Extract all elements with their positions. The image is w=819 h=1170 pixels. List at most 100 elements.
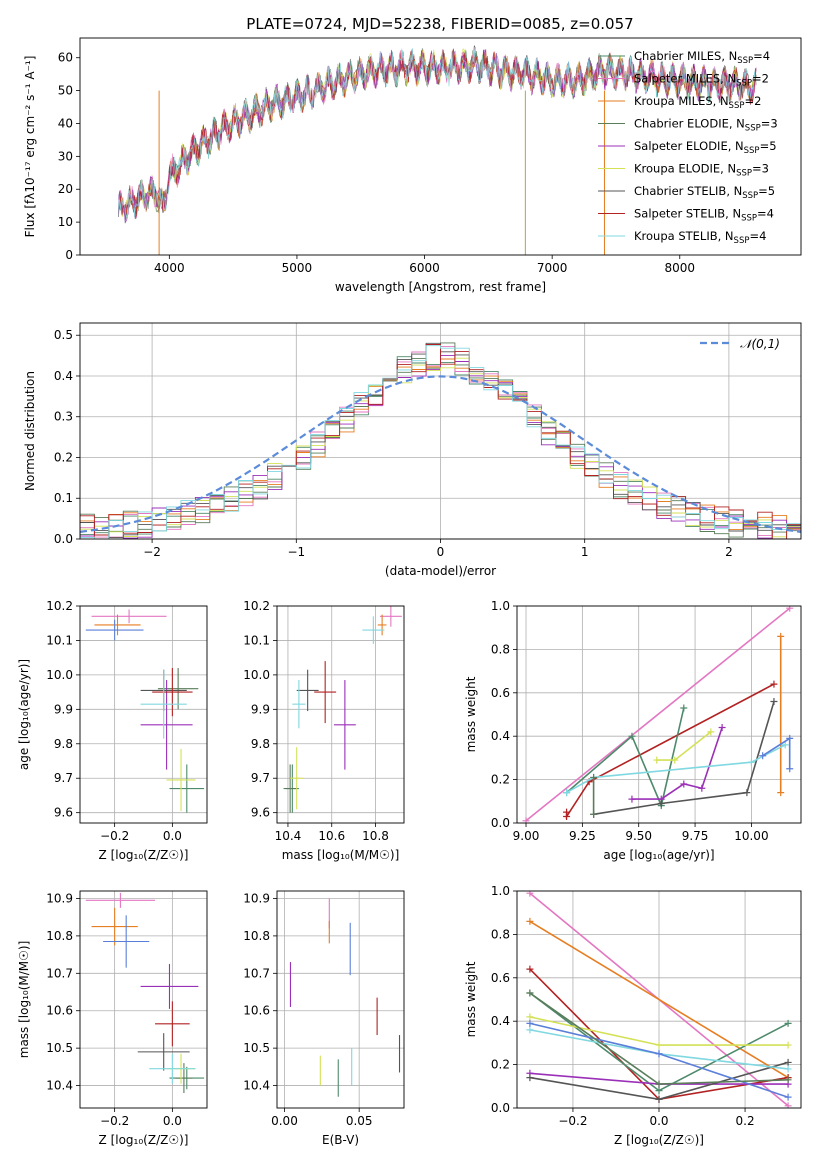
legend-count: =3 — [761, 117, 778, 131]
axes-frame — [79, 37, 802, 256]
y-tick-label: 10.8 — [243, 929, 270, 943]
weight-marker — [784, 1102, 792, 1108]
weight-marker — [590, 810, 598, 818]
weight-marker — [526, 965, 534, 973]
x-tick-label: 0.2 — [736, 1114, 755, 1128]
y-tick-label: 40 — [58, 116, 73, 130]
y-tick-label: 10.5 — [46, 1041, 73, 1055]
axes-frame — [276, 605, 405, 824]
weight-lines — [526, 891, 792, 1108]
x-tick-label: 0.0 — [649, 1114, 668, 1128]
x-tick-label: 9.00 — [513, 829, 540, 843]
weight-marker — [698, 784, 706, 792]
x-axis-label: mass [log₁₀(M/M☉)] — [282, 848, 400, 862]
legend-label: Salpeter MILES, NSSP=2 — [634, 72, 769, 89]
x-tick-label: 8000 — [664, 261, 695, 275]
weight-marker — [671, 756, 679, 764]
x-axis-label: Z [log₁₀(Z/Z☉)] — [99, 1133, 189, 1147]
normal-curve — [80, 375, 801, 533]
y-tick-label: 0.3 — [54, 410, 73, 424]
x-tick-label: −0.2 — [100, 1114, 129, 1128]
weight-marker — [770, 680, 778, 688]
x-tick-label: 9.25 — [569, 829, 596, 843]
weight-line — [566, 744, 786, 794]
y-tick-label: 60 — [58, 51, 73, 65]
x-tick-label: −2 — [143, 545, 161, 559]
y-axis-label: age [log₁₀(age/yr)] — [17, 659, 31, 770]
x-tick-label: 10.8 — [362, 829, 389, 843]
x-tick-label: 4000 — [154, 261, 185, 275]
y-tick-label: 0.2 — [54, 450, 73, 464]
weight-marker — [781, 741, 789, 749]
age-vs-metallicity-panel: −0.2 0.0 9.6 9.7 9.8 9.9 10.0 10.1 10.2 Z [log₁₀(… — [17, 599, 208, 862]
legend-count: =4 — [757, 207, 774, 221]
x-tick-label: 9.50 — [625, 829, 652, 843]
weight-marker — [786, 765, 794, 773]
legend-name: Salpeter STELIB, N — [634, 207, 741, 221]
weight-marker — [784, 1019, 792, 1027]
y-tick-label: 0.2 — [491, 773, 510, 787]
y-tick-label: 9.8 — [251, 737, 270, 751]
legend-subscript: SSP — [734, 236, 750, 246]
weight-marker — [784, 1041, 792, 1049]
y-tick-label: 0.0 — [491, 816, 510, 830]
weight-marker — [563, 812, 571, 820]
y-tick-label: 0.6 — [491, 971, 510, 985]
errorbars — [85, 609, 205, 813]
weight-marker — [653, 756, 661, 764]
legend-label: Chabrier ELODIE, NSSP=3 — [634, 117, 778, 134]
legend-name: Kroupa STELIB, N — [634, 229, 734, 243]
legend-count: =5 — [760, 139, 777, 153]
y-tick-label: 0.5 — [54, 328, 73, 342]
weight-marker — [784, 1093, 792, 1101]
weight-marker — [655, 1080, 663, 1088]
histogram-series — [80, 344, 801, 539]
weight-marker — [718, 724, 726, 732]
mass-weight-vs-age-panel: 9.00 9.25 9.50 9.75 10.00 0.0 0.2 0.4 0.6 0.8 1.0 a… — [464, 599, 802, 862]
x-tick-label: 2 — [725, 545, 733, 559]
y-tick-label: 9.7 — [54, 771, 73, 785]
weight-marker — [680, 704, 688, 712]
x-tick-label: 0.05 — [346, 1114, 373, 1128]
legend-count: =2 — [744, 94, 761, 108]
weight-marker — [628, 732, 636, 740]
weight-marker — [590, 773, 598, 781]
weight-marker — [786, 606, 794, 612]
weight-line — [593, 701, 775, 816]
y-tick-label: 10.2 — [46, 599, 73, 613]
weight-marker — [628, 795, 636, 803]
weight-marker — [743, 789, 751, 797]
y-tick-label: 10.5 — [243, 1041, 270, 1055]
legend-label: Chabrier MILES, NSSP=4 — [634, 49, 770, 66]
weight-marker — [784, 1065, 792, 1073]
y-tick-label: 10.0 — [46, 668, 73, 682]
mass-vs-metallicity-panel: −0.2 0.0 10.4 10.5 10.6 10.7 10.8 10.9 Z [log₁₀(… — [17, 890, 208, 1147]
legend-name: Salpeter MILES, N — [634, 72, 736, 86]
x-tick-label: 10.4 — [275, 829, 302, 843]
y-axis-label: mass weight — [464, 961, 478, 1037]
spectrum-line — [118, 48, 757, 219]
y-tick-label: 10.6 — [46, 1004, 73, 1018]
y-tick-label: 0 — [65, 248, 73, 262]
legend-label: Kroupa STELIB, NSSP=4 — [634, 229, 766, 246]
y-tick-label: 10 — [58, 215, 73, 229]
legend-label: Salpeter ELODIE, NSSP=5 — [634, 139, 777, 156]
y-tick-label: 9.8 — [54, 737, 73, 751]
x-axis-label: age [log₁₀(age/yr)] — [603, 848, 714, 862]
y-tick-label: 10.6 — [243, 1004, 270, 1018]
legend-name: Kroupa ELODIE, N — [634, 162, 736, 176]
mass-weight-vs-metallicity-panel: −0.2 0.0 0.2 0.0 0.2 0.4 0.6 0.8 1.0 Z [log₁₀(Z/Z… — [464, 884, 802, 1147]
x-tick-label: 10.00 — [734, 829, 768, 843]
y-tick-label: 10.9 — [243, 891, 270, 905]
axes-frame — [79, 322, 802, 540]
y-tick-label: 0.0 — [491, 1101, 510, 1115]
y-tick-label: 10.4 — [243, 1079, 270, 1093]
legend-count: =3 — [752, 162, 769, 176]
legend-count: =4 — [749, 229, 766, 243]
weight-marker — [759, 752, 767, 760]
y-tick-label: 10.4 — [46, 1079, 73, 1093]
errorbars — [289, 898, 401, 1097]
y-tick-label: 10.1 — [243, 633, 270, 647]
y-axis-label: mass [log₁₀(M/M☉)] — [17, 941, 31, 1059]
